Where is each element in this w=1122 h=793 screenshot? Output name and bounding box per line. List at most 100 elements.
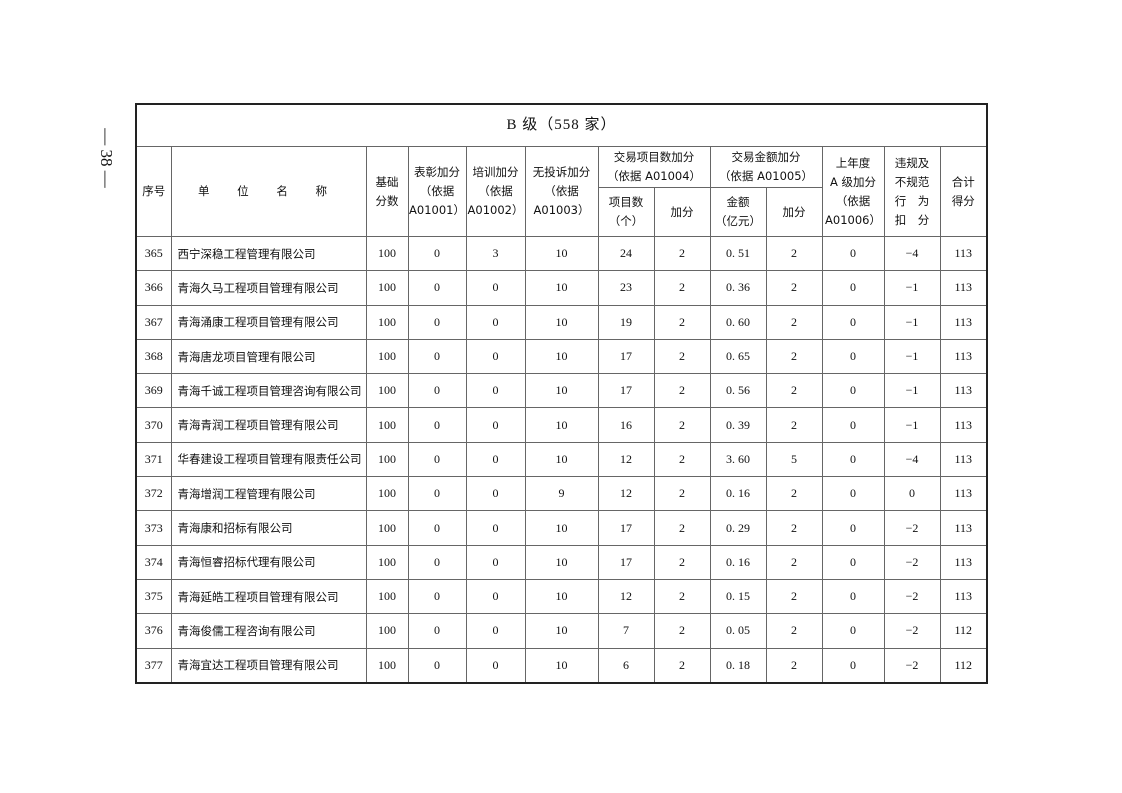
cell-violation: −4 [883, 235, 941, 272]
cell-total: 112 [939, 647, 988, 684]
cell-tx-amount: 0. 16 [709, 544, 767, 580]
cell-base: 100 [365, 407, 409, 443]
cell-seq: 365 [135, 235, 172, 272]
cell-base: 100 [365, 373, 409, 409]
table-row: 366 青海久马工程项目管理有限公司 100 0 0 10 23 2 0. 36 2 0 −1 113 [135, 270, 988, 306]
cell-no-complaint: 10 [524, 544, 599, 580]
cell-tx-amount-score: 2 [765, 338, 823, 375]
cell-tx-amount-score: 2 [765, 407, 823, 443]
cell-name: 青海千诚工程项目管理咨询有限公司 [170, 373, 367, 409]
cell-training: 0 [465, 613, 526, 649]
header-violation: 违规及 不规范行 为扣 分 [883, 146, 941, 237]
header-training: 培训加分 （依据 A01002） [465, 146, 526, 237]
cell-prev-a: 0 [821, 476, 885, 512]
cell-base: 100 [365, 476, 409, 512]
cell-tx-amount: 0. 56 [709, 373, 767, 409]
cell-tx-count-score: 2 [653, 647, 711, 684]
cell-seq: 377 [135, 647, 172, 684]
cell-tx-count: 6 [597, 647, 655, 684]
cell-tx-amount-score: 2 [765, 235, 823, 272]
cell-no-complaint: 10 [524, 304, 599, 340]
header-tx-count-group: 交易项目数加分 （依据 A01004） [597, 146, 711, 188]
header-line: 培训加分 [472, 165, 519, 179]
cell-no-complaint: 10 [524, 338, 599, 375]
header-line: 交易金额加分 [731, 150, 801, 164]
header-line: 违规及 [894, 155, 930, 170]
cell-commend: 0 [407, 613, 467, 649]
cell-violation: −2 [883, 510, 941, 546]
cell-seq: 373 [135, 510, 172, 546]
cell-training: 0 [465, 407, 526, 443]
cell-tx-amount-score: 2 [765, 270, 823, 306]
cell-tx-count-score: 2 [653, 578, 711, 615]
header-line: 无投诉加分 [532, 165, 591, 179]
cell-training: 0 [465, 304, 526, 340]
cell-violation: −2 [883, 578, 941, 615]
header-line: 得分 [951, 193, 975, 208]
cell-tx-count-score: 2 [653, 338, 711, 375]
cell-seq: 370 [135, 407, 172, 443]
cell-tx-amount-score: 2 [765, 510, 823, 546]
cell-tx-amount: 0. 05 [709, 613, 767, 649]
cell-violation: −1 [883, 407, 941, 443]
header-line: 基础 [375, 174, 399, 189]
cell-commend: 0 [407, 578, 467, 615]
cell-prev-a: 0 [821, 235, 885, 272]
cell-total: 113 [939, 373, 988, 409]
table-row: 369 青海千诚工程项目管理咨询有限公司 100 0 0 10 17 2 0. 56 2 0 −1 11… [135, 373, 988, 409]
cell-total: 113 [939, 304, 988, 340]
table-row: 373 青海康和招标有限公司 100 0 0 10 17 2 0. 29 2 0 −2 113 [135, 510, 988, 546]
cell-tx-count-score: 2 [653, 304, 711, 340]
cell-total: 113 [939, 578, 988, 615]
header-line: A01002） [467, 203, 524, 217]
header-base: 基础 分数 [365, 146, 409, 237]
table-row: 376 青海俊儒工程咨询有限公司 100 0 0 10 7 2 0. 05 2 0 −2 112 [135, 613, 988, 649]
cell-seq: 376 [135, 613, 172, 649]
cell-commend: 0 [407, 544, 467, 580]
cell-commend: 0 [407, 373, 467, 409]
header-line: 行 为 [894, 193, 930, 208]
cell-tx-amount-score: 5 [765, 441, 823, 478]
cell-name: 青海延皓工程项目管理有限公司 [170, 578, 367, 615]
header-line: 分数 [375, 193, 399, 208]
cell-name: 青海恒睿招标代理有限公司 [170, 544, 367, 580]
cell-name: 青海涌康工程项目管理有限公司 [170, 304, 367, 340]
cell-tx-count-score: 2 [653, 441, 711, 478]
cell-total: 113 [939, 235, 988, 272]
cell-prev-a: 0 [821, 304, 885, 340]
cell-tx-amount-score: 2 [765, 304, 823, 340]
cell-seq: 367 [135, 304, 172, 340]
cell-base: 100 [365, 304, 409, 340]
cell-tx-count: 17 [597, 510, 655, 546]
table-row: 375 青海延皓工程项目管理有限公司 100 0 0 10 12 2 0. 15 2 0 −2 113 [135, 578, 988, 615]
cell-commend: 0 [407, 647, 467, 684]
header-tx-count: 项目数 （个） [597, 187, 655, 237]
cell-seq: 369 [135, 373, 172, 409]
cell-name: 华春建设工程项目管理有限责任公司 [170, 441, 367, 478]
cell-no-complaint: 10 [524, 235, 599, 272]
header-line: （依据 A01004） [606, 169, 702, 183]
cell-seq: 372 [135, 476, 172, 512]
cell-tx-count-score: 2 [653, 476, 711, 512]
cell-name: 青海宜达工程项目管理有限公司 [170, 647, 367, 684]
cell-commend: 0 [407, 304, 467, 340]
table-row: 365 西宁深稳工程管理有限公司 100 0 3 10 24 2 0. 51 2 0 −4 113 [135, 235, 988, 272]
cell-name: 青海青润工程项目管理有限公司 [170, 407, 367, 443]
cell-tx-amount: 0. 15 [709, 578, 767, 615]
cell-tx-amount-score: 2 [765, 544, 823, 580]
cell-total: 113 [939, 476, 988, 512]
cell-violation: −1 [883, 373, 941, 409]
header-tx-count-score: 加分 [653, 187, 711, 237]
cell-commend: 0 [407, 476, 467, 512]
cell-violation: −1 [883, 304, 941, 340]
header-line: 金额 [726, 195, 750, 209]
cell-prev-a: 0 [821, 613, 885, 649]
cell-base: 100 [365, 338, 409, 375]
cell-tx-count: 23 [597, 270, 655, 306]
cell-tx-count: 16 [597, 407, 655, 443]
cell-commend: 0 [407, 510, 467, 546]
cell-tx-count-score: 2 [653, 373, 711, 409]
cell-tx-count: 24 [597, 235, 655, 272]
cell-tx-amount: 3. 60 [709, 441, 767, 478]
cell-tx-count-score: 2 [653, 270, 711, 306]
